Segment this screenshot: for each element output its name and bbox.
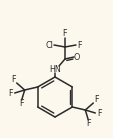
Text: Cl: Cl bbox=[45, 40, 52, 50]
Text: F: F bbox=[19, 99, 24, 108]
Text: F: F bbox=[93, 95, 98, 104]
Text: HN: HN bbox=[49, 64, 60, 74]
Text: F: F bbox=[77, 40, 81, 50]
Text: F: F bbox=[85, 120, 90, 128]
Text: F: F bbox=[8, 88, 13, 98]
Text: F: F bbox=[62, 30, 67, 39]
Text: O: O bbox=[73, 52, 79, 62]
Text: F: F bbox=[96, 108, 101, 117]
Text: F: F bbox=[11, 75, 16, 84]
